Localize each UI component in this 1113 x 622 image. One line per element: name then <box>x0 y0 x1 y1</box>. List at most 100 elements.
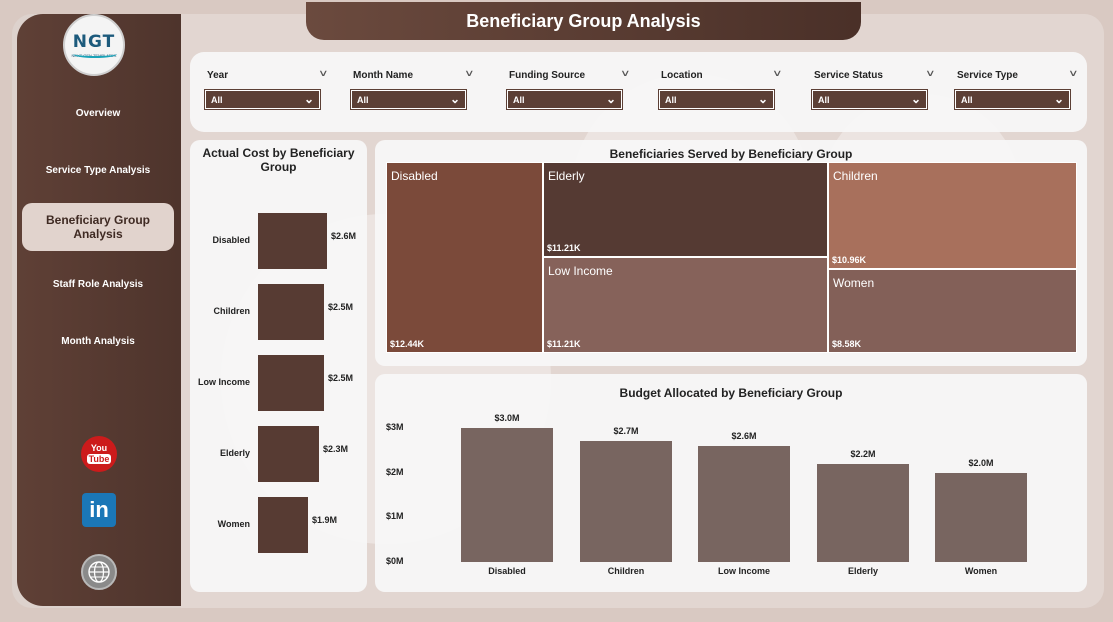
cost-bar-value: $1.9M <box>312 515 338 525</box>
globe-icon[interactable] <box>81 554 117 590</box>
cost-bar-label-disabled: Disabled <box>212 235 250 245</box>
chevron-down-icon: ⌄ <box>757 92 768 106</box>
sidebar-item-beneficiary-group-analysis[interactable]: Beneficiary Group Analysis <box>22 203 174 251</box>
cost-bar-label-elderly: Elderly <box>219 448 250 458</box>
budget-bar-data-label: $2.0M <box>968 458 994 468</box>
x-axis-tick-label: Elderly <box>847 566 878 576</box>
logo-text: NGT <box>72 32 116 52</box>
sidebar: NGT NEXT GEN TEMPLATES Overview Service … <box>17 14 181 606</box>
month-name-select[interactable]: All ⌄ <box>350 89 467 110</box>
service-type-select[interactable]: All ⌄ <box>954 89 1071 110</box>
cost-bar-value: $2.5M <box>328 373 354 383</box>
sidebar-item-label: Staff Role Analysis <box>52 279 144 290</box>
treemap-tile-value: $8.58K <box>832 339 862 349</box>
filters-panel: Year ∨ All ⌄ Month Name ∨ All ⌄ Funding So… <box>190 52 1087 132</box>
filter-label: Service Status <box>814 70 883 81</box>
budget-bar-low-income[interactable] <box>698 446 790 562</box>
service-status-select[interactable]: All ⌄ <box>811 89 928 110</box>
budget-bar-data-label: $2.2M <box>850 449 876 459</box>
budget-bar-data-label: $2.7M <box>613 426 639 436</box>
budget-chart-title: Budget Allocated by Beneficiary Group <box>619 386 843 400</box>
youtube-icon[interactable]: You Tube <box>81 436 117 472</box>
treemap-tile-name: Elderly <box>548 169 585 183</box>
x-axis-tick-label: Disabled <box>488 566 526 576</box>
chevron-down-icon[interactable]: ∨ <box>318 68 329 78</box>
chevron-down-icon[interactable]: ∨ <box>772 68 783 78</box>
sidebar-item-label: Service Type Analysis <box>45 165 151 176</box>
chevron-down-icon: ⌄ <box>303 92 314 106</box>
chevron-down-icon[interactable]: ∨ <box>925 68 936 78</box>
budget-bar-elderly[interactable] <box>817 464 909 562</box>
treemap-tile-value: $12.44K <box>390 339 425 349</box>
cost-bar-elderly[interactable] <box>258 426 319 482</box>
linkedin-icon[interactable]: in <box>82 493 116 527</box>
treemap-tile-women[interactable]: Women $8.58K <box>828 269 1077 353</box>
treemap-tile-low-income[interactable]: Low Income $11.21K <box>543 257 828 353</box>
treemap-tile-disabled[interactable]: Disabled $12.44K <box>386 162 543 353</box>
chevron-down-icon[interactable]: ∨ <box>464 68 475 78</box>
funding-source-select[interactable]: All ⌄ <box>506 89 623 110</box>
cost-bar-value: $2.6M <box>331 231 357 241</box>
cost-bar-low-income[interactable] <box>258 355 324 411</box>
chevron-down-icon: ⌄ <box>1053 92 1064 106</box>
treemap-tile-name: Children <box>833 169 878 183</box>
treemap-tile-elderly[interactable]: Elderly $11.21K <box>543 162 828 257</box>
actual-cost-panel: Actual Cost by Beneficiary Group Disable… <box>190 140 367 592</box>
cost-bar-women[interactable] <box>258 497 308 553</box>
filter-value: All <box>961 95 973 105</box>
cost-bar-value: $2.3M <box>323 444 349 454</box>
linkedin-icon-text: in <box>89 497 109 522</box>
treemap-tile-value: $11.21K <box>547 339 581 349</box>
chevron-down-icon: ⌄ <box>605 92 616 106</box>
filter-label: Month Name <box>353 70 413 81</box>
filter-label: Location <box>661 70 703 81</box>
cost-bar-label-low-income: Low Income <box>197 377 250 387</box>
chevron-down-icon[interactable]: ∨ <box>620 68 631 78</box>
sidebar-item-label: Overview <box>75 108 121 119</box>
filter-value: All <box>513 95 525 105</box>
sidebar-item-overview[interactable]: Overview <box>22 107 174 121</box>
treemap-tile-name: Women <box>833 276 875 290</box>
chevron-down-icon: ⌄ <box>449 92 460 106</box>
sidebar-item-label: Month Analysis <box>61 336 135 347</box>
cost-bar-label-children: Children <box>213 306 250 316</box>
filter-value: All <box>818 95 830 105</box>
budget-bar-disabled[interactable] <box>461 428 553 562</box>
sidebar-item-service-type-analysis[interactable]: Service Type Analysis <box>22 164 174 178</box>
filter-value: All <box>357 95 369 105</box>
x-axis-tick-label: Low Income <box>717 566 770 576</box>
actual-cost-title: Actual Cost by Beneficiary Group <box>202 146 355 174</box>
y-axis-tick-label: $1M <box>386 511 404 522</box>
budget-chart-panel: Budget Allocated by Beneficiary Group $0… <box>375 374 1087 592</box>
year-select[interactable]: All ⌄ <box>204 89 321 110</box>
budget-bar-children[interactable] <box>580 441 672 562</box>
cost-bar-label-women: Women <box>217 519 250 529</box>
x-axis-tick-label: Children <box>607 566 645 576</box>
youtube-icon-text-bottom: Tube <box>86 454 112 464</box>
treemap-tile-name: Low Income <box>548 264 613 278</box>
y-axis-tick-label: $3M <box>386 422 404 432</box>
budget-bar-data-label: $2.6M <box>731 431 757 441</box>
page-title-text: Beneficiary Group Analysis <box>466 10 701 31</box>
sidebar-item-staff-role-analysis[interactable]: Staff Role Analysis <box>22 278 174 292</box>
logo[interactable]: NGT NEXT GEN TEMPLATES <box>63 14 125 76</box>
x-axis-tick-label: Women <box>964 566 998 576</box>
cost-bar-children[interactable] <box>258 284 324 340</box>
budget-bar-women[interactable] <box>935 473 1027 562</box>
cost-bar-disabled[interactable] <box>258 213 327 269</box>
youtube-icon-text-top: You <box>90 443 108 453</box>
treemap-tile-value: $11.21K <box>547 243 581 253</box>
location-select[interactable]: All ⌄ <box>658 89 775 110</box>
treemap-tile-value: $10.96K <box>832 255 867 265</box>
treemap-title: Beneficiaries Served by Beneficiary Grou… <box>609 147 853 161</box>
sidebar-item-month-analysis[interactable]: Month Analysis <box>22 335 174 349</box>
treemap-tile-children[interactable]: Children $10.96K <box>828 162 1077 269</box>
y-axis-tick-label: $2M <box>386 466 404 477</box>
cost-bar-value: $2.5M <box>328 302 354 312</box>
globe-svg <box>88 561 110 583</box>
filter-value: All <box>211 95 223 105</box>
chevron-down-icon[interactable]: ∨ <box>1068 68 1079 78</box>
page-title: Beneficiary Group Analysis <box>306 2 861 40</box>
chevron-down-icon: ⌄ <box>910 92 921 106</box>
treemap-tile-name: Disabled <box>391 169 438 183</box>
